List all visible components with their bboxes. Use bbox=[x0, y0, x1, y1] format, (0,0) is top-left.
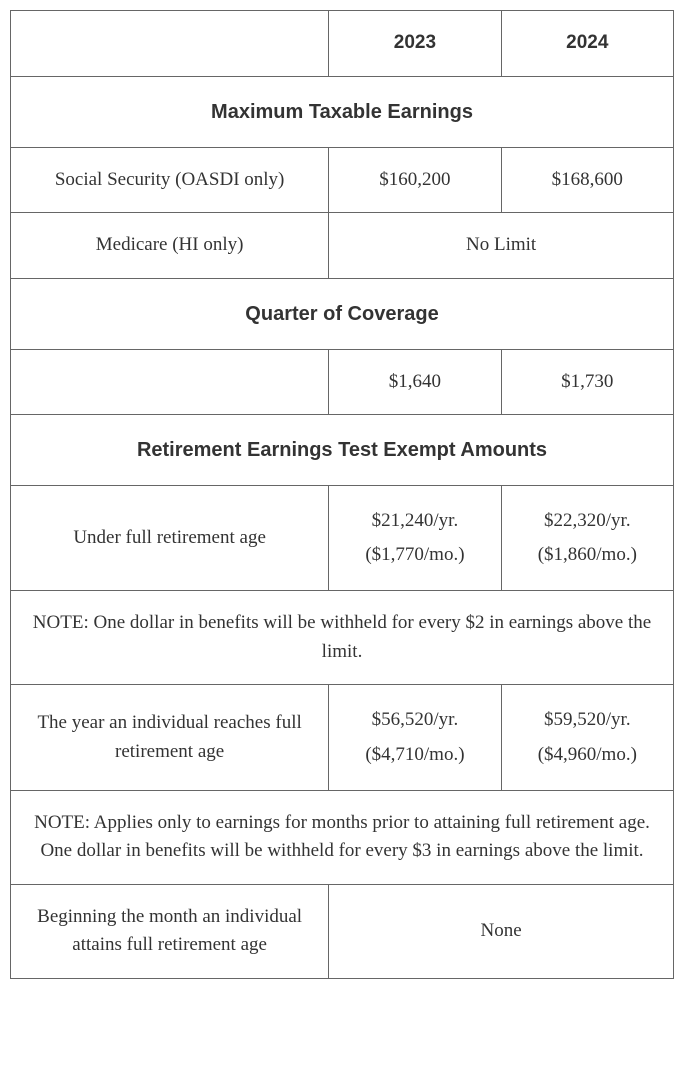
label-reach-fra: The year an individual reaches full reti… bbox=[11, 685, 329, 790]
qoc-2024: $1,730 bbox=[501, 349, 673, 415]
row-under-fra: Under full retirement age $21,240/yr. ($… bbox=[11, 486, 674, 591]
under-fra-2024: $22,320/yr. ($1,860/mo.) bbox=[501, 486, 673, 591]
header-row: 2023 2024 bbox=[11, 11, 674, 77]
row-note1: NOTE: One dollar in benefits will be wit… bbox=[11, 591, 674, 685]
row-medicare: Medicare (HI only) No Limit bbox=[11, 213, 674, 279]
under-fra-2024-mo: ($1,860/mo.) bbox=[538, 544, 637, 565]
label-begin-month: Beginning the month an individual attain… bbox=[11, 884, 329, 978]
section-header-retirement-test: Retirement Earnings Test Exempt Amounts bbox=[11, 415, 674, 486]
header-blank bbox=[11, 11, 329, 77]
row-begin-month: Beginning the month an individual attain… bbox=[11, 884, 674, 978]
under-fra-2024-yr: $22,320/yr. bbox=[544, 510, 631, 531]
ss-2023: $160,200 bbox=[329, 147, 501, 213]
reach-fra-2024-mo: ($4,960/mo.) bbox=[538, 744, 637, 765]
row-reach-fra: The year an individual reaches full reti… bbox=[11, 685, 674, 790]
section-max-taxable: Maximum Taxable Earnings bbox=[11, 76, 674, 147]
reach-fra-2024-yr: $59,520/yr. bbox=[544, 709, 631, 730]
row-social-security: Social Security (OASDI only) $160,200 $1… bbox=[11, 147, 674, 213]
section-quarter-coverage: Quarter of Coverage bbox=[11, 278, 674, 349]
under-fra-2023-mo: ($1,770/mo.) bbox=[365, 544, 464, 565]
reach-fra-2023: $56,520/yr. ($4,710/mo.) bbox=[329, 685, 501, 790]
label-social-security: Social Security (OASDI only) bbox=[11, 147, 329, 213]
begin-month-value: None bbox=[329, 884, 674, 978]
note2: NOTE: Applies only to earnings for month… bbox=[11, 790, 674, 884]
ss-2024: $168,600 bbox=[501, 147, 673, 213]
label-medicare: Medicare (HI only) bbox=[11, 213, 329, 279]
reach-fra-2023-yr: $56,520/yr. bbox=[372, 709, 459, 730]
cola-table: 2023 2024 Maximum Taxable Earnings Socia… bbox=[10, 10, 674, 979]
qoc-blank bbox=[11, 349, 329, 415]
qoc-2023: $1,640 bbox=[329, 349, 501, 415]
year-2024: 2024 bbox=[501, 11, 673, 77]
label-under-fra: Under full retirement age bbox=[11, 486, 329, 591]
note1: NOTE: One dollar in benefits will be wit… bbox=[11, 591, 674, 685]
section-retirement-test: Retirement Earnings Test Exempt Amounts bbox=[11, 415, 674, 486]
row-qoc: $1,640 $1,730 bbox=[11, 349, 674, 415]
reach-fra-2023-mo: ($4,710/mo.) bbox=[365, 744, 464, 765]
under-fra-2023: $21,240/yr. ($1,770/mo.) bbox=[329, 486, 501, 591]
year-2023: 2023 bbox=[329, 11, 501, 77]
reach-fra-2024: $59,520/yr. ($4,960/mo.) bbox=[501, 685, 673, 790]
section-header-qoc: Quarter of Coverage bbox=[11, 278, 674, 349]
section-header-max-taxable: Maximum Taxable Earnings bbox=[11, 76, 674, 147]
medicare-value: No Limit bbox=[329, 213, 674, 279]
under-fra-2023-yr: $21,240/yr. bbox=[372, 510, 459, 531]
row-note2: NOTE: Applies only to earnings for month… bbox=[11, 790, 674, 884]
